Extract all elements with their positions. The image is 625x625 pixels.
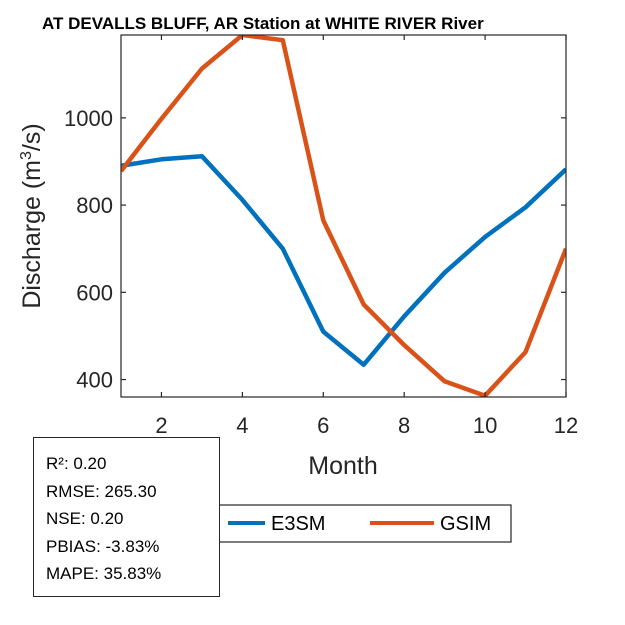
stat-rmse: RMSE: 265.30 bbox=[46, 481, 157, 501]
stats-box: R²: 0.20 RMSE: 265.30 NSE: 0.20 PBIAS: -… bbox=[33, 437, 220, 597]
chart-title: AT DEVALLS BLUFF, AR Station at WHITE RI… bbox=[42, 14, 484, 33]
y-tick-label: 800 bbox=[76, 193, 113, 218]
x-tick-label: 4 bbox=[236, 413, 248, 438]
stat-r2: R²: 0.20 bbox=[46, 454, 107, 473]
plot-background bbox=[121, 35, 566, 397]
x-tick-label: 6 bbox=[317, 413, 329, 438]
x-axis-label: Month bbox=[308, 452, 377, 480]
plot-area: 2 4 6 8 10 12 400 600 800 1000 bbox=[64, 34, 578, 438]
y-axis-label: Discharge (m3/s) bbox=[18, 123, 46, 308]
x-tick-label: 10 bbox=[473, 413, 497, 438]
x-tick-label: 8 bbox=[398, 413, 410, 438]
plot-frame bbox=[120, 34, 567, 398]
stat-mape: MAPE: 35.83% bbox=[46, 564, 162, 583]
legend-label-gsim: GSIM bbox=[440, 513, 491, 535]
x-tick-label: 12 bbox=[554, 413, 578, 438]
y-tick-label: 1000 bbox=[64, 106, 113, 131]
stat-pbias: PBIAS: -3.83% bbox=[46, 536, 160, 556]
y-tick-label: 600 bbox=[76, 280, 113, 305]
y-tick-label: 400 bbox=[76, 368, 113, 393]
legend-label-e3sm: E3SM bbox=[271, 513, 325, 535]
legend-box bbox=[218, 504, 512, 543]
series-line-e3sm bbox=[121, 153, 566, 367]
legend: E3SM GSIM bbox=[218, 504, 512, 543]
stat-nse: NSE: 0.20 bbox=[46, 509, 124, 528]
series-line-gsim bbox=[121, 35, 566, 397]
x-tick-label: 2 bbox=[155, 413, 167, 438]
